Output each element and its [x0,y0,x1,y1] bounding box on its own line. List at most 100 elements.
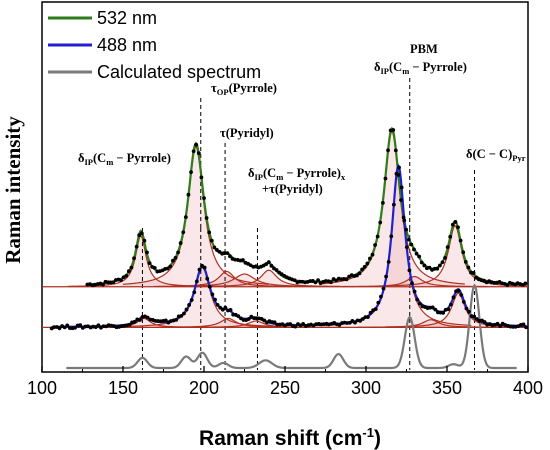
data-point [96,323,101,328]
data-point [152,265,157,270]
data-point [220,307,225,312]
data-point [427,265,432,270]
legend-label-532: 532 nm [97,8,157,28]
data-point [417,301,422,306]
data-point [173,255,178,260]
data-point [181,230,186,235]
x-tick-label: 350 [432,378,462,398]
data-point [365,261,370,266]
x-tick-label: 250 [270,378,300,398]
data-point [111,280,116,285]
fit-component-fill [67,235,214,287]
data-point [316,278,320,283]
data-point [380,201,385,205]
data-point [145,250,149,255]
data-point [391,202,396,207]
data-point [410,281,414,286]
data-point [445,245,450,250]
data-point [65,323,70,328]
fit-component-fill [71,318,217,328]
data-point [448,302,453,307]
data-point [292,278,297,283]
data-point [139,231,144,236]
data-point [101,282,105,287]
anno-delta-ip-cm-pyrrole-2: δIP(Cm − Pyrrole) [374,60,467,76]
data-point [126,269,131,274]
data-point [412,247,416,252]
anno-delta-c-c-pyr: δ(C − C)Pyr [466,147,526,163]
data-point [179,313,184,318]
data-point [329,280,333,285]
data-point [419,260,424,265]
fit-component-fill [319,131,465,287]
data-point [132,256,136,261]
data-point [212,245,217,250]
data-point [73,325,77,330]
reference-lines [141,78,476,370]
data-point [466,265,471,270]
series-line-calculated-spectrum [66,283,517,370]
data-point [397,165,401,170]
data-point [495,321,500,326]
data-point [394,171,399,176]
data-point [451,295,456,300]
data-point [163,318,168,323]
data-point [456,225,460,230]
data-point [443,256,447,260]
data-point [406,237,411,242]
data-point [191,149,196,154]
data-point [430,305,435,310]
data-point [266,260,271,265]
data-point [367,256,372,261]
data-point [207,284,212,289]
data-point [433,307,438,312]
data-point [182,311,186,316]
data-point [435,266,440,271]
fit-component-fill [325,167,472,328]
data-point [78,323,83,328]
data-point [448,234,453,239]
data-point [205,276,210,281]
data-point [401,215,406,220]
data-point [209,238,214,243]
data-point [171,258,175,263]
data-point [456,289,461,293]
data-point [472,314,477,319]
fit-component-fill [357,319,504,328]
data-point [168,264,173,269]
data-point [391,128,396,132]
data-point [134,244,139,249]
data-point [202,196,206,201]
data-point [62,325,67,330]
fit-component-fill [171,274,318,287]
data-point [458,238,463,243]
y-axis-label: Raman intensity [1,116,25,264]
data-point [471,271,476,275]
data-point [124,273,129,278]
x-tick-label: 100 [27,378,57,398]
data-point [407,268,412,273]
data-point [194,142,199,147]
fit-component-fill [155,318,302,328]
x-ticks: 100 150 200 250 300 350 400 [27,366,543,398]
data-point [218,305,223,310]
x-tick-label: 400 [513,378,543,398]
data-point [376,300,381,305]
data-point [505,283,510,287]
data-point [453,220,458,224]
data-point [386,148,390,153]
data-point [474,317,479,321]
data-point [119,278,123,283]
data-point [213,297,217,302]
data-point [440,260,445,265]
data-point [366,315,370,319]
data-point [199,175,204,180]
anno-delta-ip-x: δIP(Cm − Pyrrole)x [248,166,346,182]
data-point [412,289,417,294]
data-point [402,218,407,223]
data-point [192,290,197,295]
data-point [404,245,409,250]
fit-component-curve [122,146,269,285]
data-points-layer [49,128,528,331]
data-point [228,307,233,312]
